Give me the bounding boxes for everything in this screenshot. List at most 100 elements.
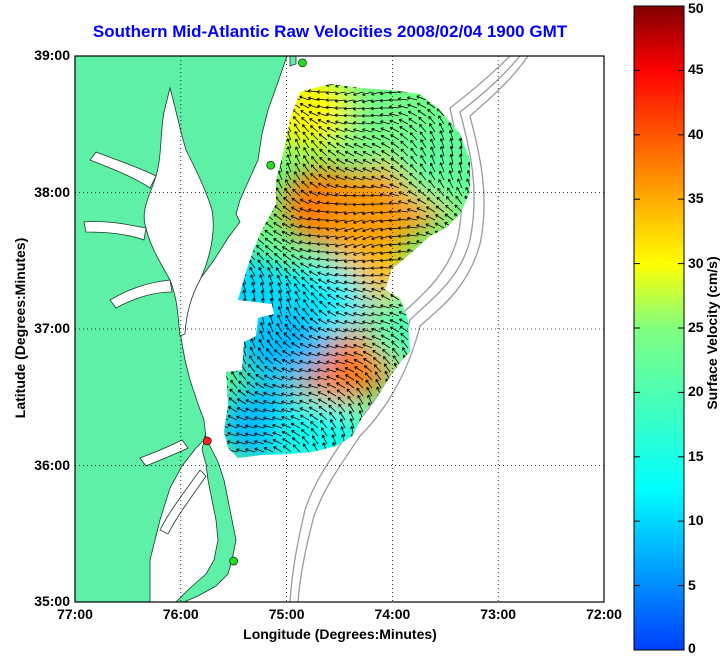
velocity-arrow <box>448 170 454 181</box>
velocity-arrow <box>326 310 337 317</box>
velocity-arrow <box>309 317 319 325</box>
velocity-arrow <box>362 128 373 133</box>
velocity-arrow <box>448 122 454 133</box>
velocity-arrow <box>344 142 355 149</box>
velocity-arrow <box>370 99 382 104</box>
velocity-arrow <box>380 175 391 181</box>
y-tick-label: 38:00 <box>34 183 70 200</box>
velocity-arrow <box>311 156 319 165</box>
velocity-arrow <box>362 287 373 293</box>
velocity-arrow <box>274 252 283 261</box>
velocity-arrow <box>335 375 346 381</box>
velocity-arrow <box>440 146 445 157</box>
velocity-arrow <box>362 350 373 357</box>
velocity-arrow <box>308 384 319 389</box>
velocity-arrow <box>276 322 283 333</box>
velocity-arrow <box>254 399 265 405</box>
velocity-arrow <box>293 275 301 285</box>
velocity-arrow <box>361 184 373 189</box>
velocity-arrow <box>418 180 427 189</box>
velocity-region <box>270 398 367 458</box>
velocity-arrow <box>344 351 355 357</box>
velocity-arrow <box>437 187 445 197</box>
velocity-arrow <box>398 104 409 109</box>
velocity-arrow <box>278 290 283 301</box>
velocity-arrow <box>268 274 274 285</box>
velocity-arrow <box>319 148 328 157</box>
velocity-arrow <box>320 420 328 429</box>
velocity-arrow <box>250 274 256 285</box>
velocity-arrow <box>293 116 301 125</box>
velocity-arrow <box>281 392 292 397</box>
x-tick-label: 76:00 <box>162 606 199 622</box>
velocity-arrow <box>317 352 328 357</box>
velocity-arrow <box>397 208 409 213</box>
velocity-arrow <box>352 280 364 285</box>
velocity-arrow <box>389 319 400 325</box>
velocity-arrow <box>274 340 283 349</box>
velocity-arrow <box>224 423 229 429</box>
velocity-arrow <box>334 272 346 277</box>
velocity-arrow <box>335 311 346 317</box>
velocity-arrow <box>353 351 364 357</box>
velocity-arrow <box>397 217 409 222</box>
velocity-arrow <box>303 147 310 157</box>
velocity-arrow <box>379 113 391 117</box>
velocity-arrow <box>299 95 310 101</box>
velocity-arrow <box>295 154 301 165</box>
velocity-arrow <box>361 259 373 264</box>
velocity-arrow <box>317 271 328 277</box>
velocity-arrow <box>371 175 382 181</box>
velocity-arrow <box>330 419 337 429</box>
velocity-arrow <box>335 166 346 173</box>
velocity-arrow <box>269 297 274 309</box>
velocity-arrow <box>382 349 391 357</box>
velocity-arrow <box>308 399 319 405</box>
velocity-arrow <box>425 215 436 221</box>
velocity-arrow <box>325 210 336 214</box>
velocity-arrow <box>370 266 382 271</box>
velocity-arrow <box>467 161 470 173</box>
velocity-arrow <box>344 235 355 241</box>
velocity-arrow <box>310 164 319 173</box>
velocity-arrow <box>273 349 283 357</box>
velocity-arrow <box>273 358 283 365</box>
velocity-arrow <box>397 226 408 230</box>
velocity-arrow <box>337 396 346 405</box>
velocity-arrow <box>343 113 355 118</box>
velocity-arrow <box>356 387 364 397</box>
velocity-arrow <box>308 391 319 397</box>
velocity-arrow <box>326 344 337 349</box>
velocity-arrow <box>317 335 328 341</box>
velocity-arrow <box>300 334 310 341</box>
velocity-arrow <box>236 415 247 421</box>
velocity-arrow <box>348 403 355 413</box>
velocity-arrow <box>290 351 301 357</box>
velocity-arrow <box>371 91 382 96</box>
velocity-arrow <box>291 342 301 349</box>
velocity-arrow <box>362 295 373 301</box>
velocity-arrow <box>380 319 391 325</box>
grid-lines <box>75 56 604 602</box>
velocity-arrow <box>309 181 319 189</box>
velocity-arrow <box>410 147 418 157</box>
velocity-arrow <box>325 98 337 103</box>
velocity-arrow <box>334 106 346 110</box>
velocity-arrow <box>318 165 328 173</box>
velocity-arrow <box>336 158 346 165</box>
velocity-arrow <box>317 391 328 397</box>
velocity-arrow <box>371 320 382 325</box>
velocity-arrow <box>292 324 301 333</box>
velocity-arrow <box>250 338 256 349</box>
velocity-arrow <box>438 122 445 133</box>
velocity-arrow <box>317 182 328 189</box>
velocity-arrow <box>330 426 337 437</box>
velocity-arrow <box>345 381 355 389</box>
velocity-arrow <box>264 229 274 237</box>
velocity-arrow <box>257 259 265 269</box>
velocity-arrow <box>267 330 274 341</box>
velocity-arrow <box>281 222 292 229</box>
velocity-arrow <box>292 268 301 277</box>
velocity-arrow <box>336 150 346 157</box>
velocity-arrow <box>419 131 427 141</box>
